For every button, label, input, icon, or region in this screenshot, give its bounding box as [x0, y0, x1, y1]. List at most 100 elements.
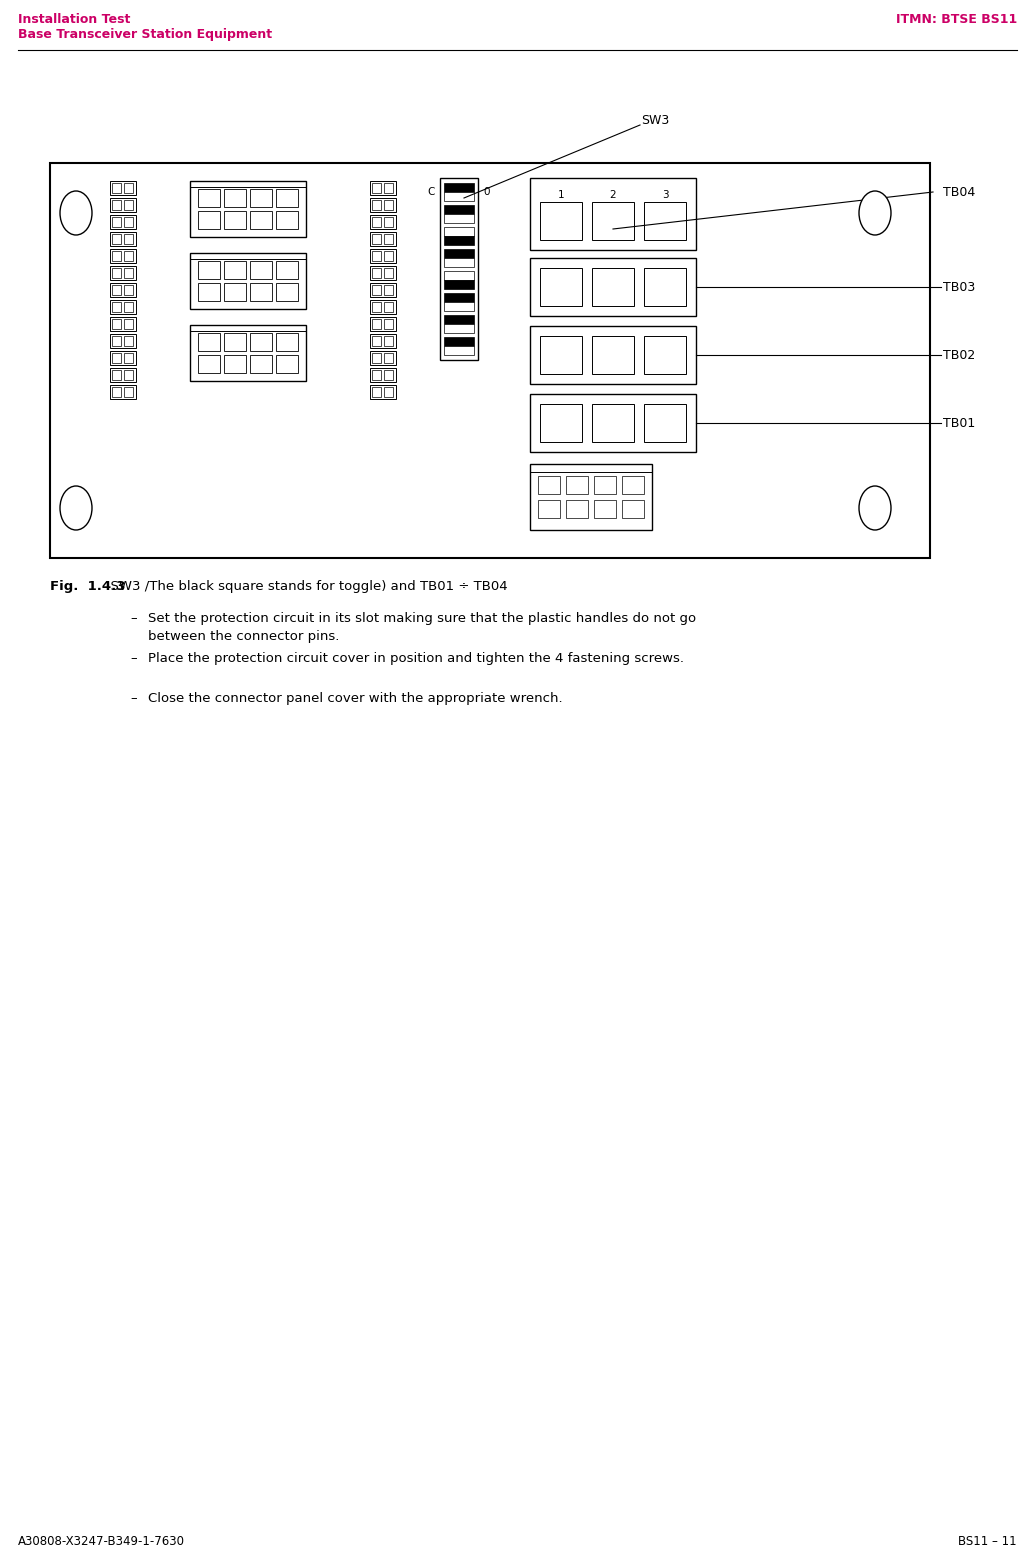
Bar — [566, 477, 588, 494]
Bar — [594, 477, 616, 494]
Bar — [224, 333, 246, 351]
Bar — [540, 404, 582, 442]
Bar — [444, 182, 474, 192]
Bar — [372, 369, 381, 380]
Bar — [250, 284, 272, 301]
Bar — [538, 477, 560, 494]
Bar — [369, 215, 396, 229]
Bar — [250, 333, 272, 351]
Bar — [644, 404, 686, 442]
Bar — [224, 284, 246, 301]
Bar — [384, 182, 393, 193]
Bar — [372, 337, 381, 346]
Bar — [592, 268, 634, 305]
Text: –: – — [130, 612, 137, 625]
Bar — [50, 164, 930, 558]
Bar — [592, 337, 634, 374]
Bar — [538, 500, 560, 517]
Text: C: C — [427, 187, 435, 196]
Text: –: – — [130, 651, 137, 665]
Bar — [622, 477, 644, 494]
Bar — [540, 268, 582, 305]
Bar — [124, 386, 134, 397]
Bar — [372, 386, 381, 397]
Bar — [530, 326, 696, 383]
Bar — [384, 217, 393, 227]
Bar — [644, 337, 686, 374]
Bar — [369, 316, 396, 330]
Bar — [540, 337, 582, 374]
Bar — [110, 316, 136, 330]
Text: 0: 0 — [483, 187, 490, 196]
Bar — [372, 302, 381, 312]
Bar — [372, 285, 381, 294]
Bar — [124, 319, 134, 329]
Bar — [444, 324, 474, 333]
Bar — [369, 301, 396, 315]
Bar — [224, 189, 246, 207]
Bar — [592, 203, 634, 240]
Bar — [112, 268, 121, 277]
Bar — [276, 262, 298, 279]
Bar — [369, 368, 396, 382]
Bar — [644, 268, 686, 305]
Bar — [124, 354, 134, 363]
Bar — [276, 333, 298, 351]
Bar — [384, 302, 393, 312]
Bar — [530, 259, 696, 316]
Bar — [112, 285, 121, 294]
Text: Set the protection circuit in its slot making sure that the plastic handles do n: Set the protection circuit in its slot m… — [148, 612, 697, 643]
Bar — [384, 386, 393, 397]
Bar — [124, 302, 134, 312]
Bar — [198, 189, 220, 207]
Bar — [250, 189, 272, 207]
Bar — [250, 210, 272, 229]
Bar — [276, 355, 298, 372]
Bar — [444, 235, 474, 245]
Bar — [110, 181, 136, 195]
Bar — [276, 189, 298, 207]
Bar — [112, 337, 121, 346]
Bar — [124, 285, 134, 294]
Bar — [372, 217, 381, 227]
Bar — [372, 251, 381, 262]
Bar — [444, 346, 474, 355]
Bar — [540, 203, 582, 240]
Bar — [110, 232, 136, 246]
Bar — [250, 262, 272, 279]
Bar — [384, 268, 393, 277]
Bar — [276, 210, 298, 229]
Bar — [190, 252, 306, 308]
Bar — [622, 500, 644, 517]
Bar — [369, 198, 396, 212]
Bar — [369, 232, 396, 246]
Bar — [110, 266, 136, 280]
Bar — [112, 386, 121, 397]
Text: ITMN: BTSE BS11: ITMN: BTSE BS11 — [895, 12, 1017, 26]
Text: TB03: TB03 — [943, 280, 975, 293]
Text: BS11 – 11: BS11 – 11 — [958, 1535, 1017, 1549]
Bar — [110, 351, 136, 365]
Bar — [112, 217, 121, 227]
Bar — [110, 301, 136, 315]
Bar — [224, 262, 246, 279]
Bar — [124, 199, 134, 210]
Bar — [369, 385, 396, 399]
Text: Installation Test: Installation Test — [18, 12, 130, 26]
Bar — [369, 266, 396, 280]
Bar — [372, 199, 381, 210]
Bar — [444, 337, 474, 346]
Bar — [372, 319, 381, 329]
Bar — [198, 210, 220, 229]
Bar — [444, 302, 474, 312]
Text: SW3 /The black square stands for toggle) and TB01 ÷ TB04: SW3 /The black square stands for toggle)… — [102, 580, 507, 594]
Bar — [110, 215, 136, 229]
Bar — [384, 234, 393, 245]
Bar — [110, 385, 136, 399]
Bar — [444, 259, 474, 266]
Ellipse shape — [60, 486, 92, 530]
Bar — [444, 249, 474, 259]
Bar — [372, 182, 381, 193]
Bar — [372, 354, 381, 363]
Bar — [110, 198, 136, 212]
